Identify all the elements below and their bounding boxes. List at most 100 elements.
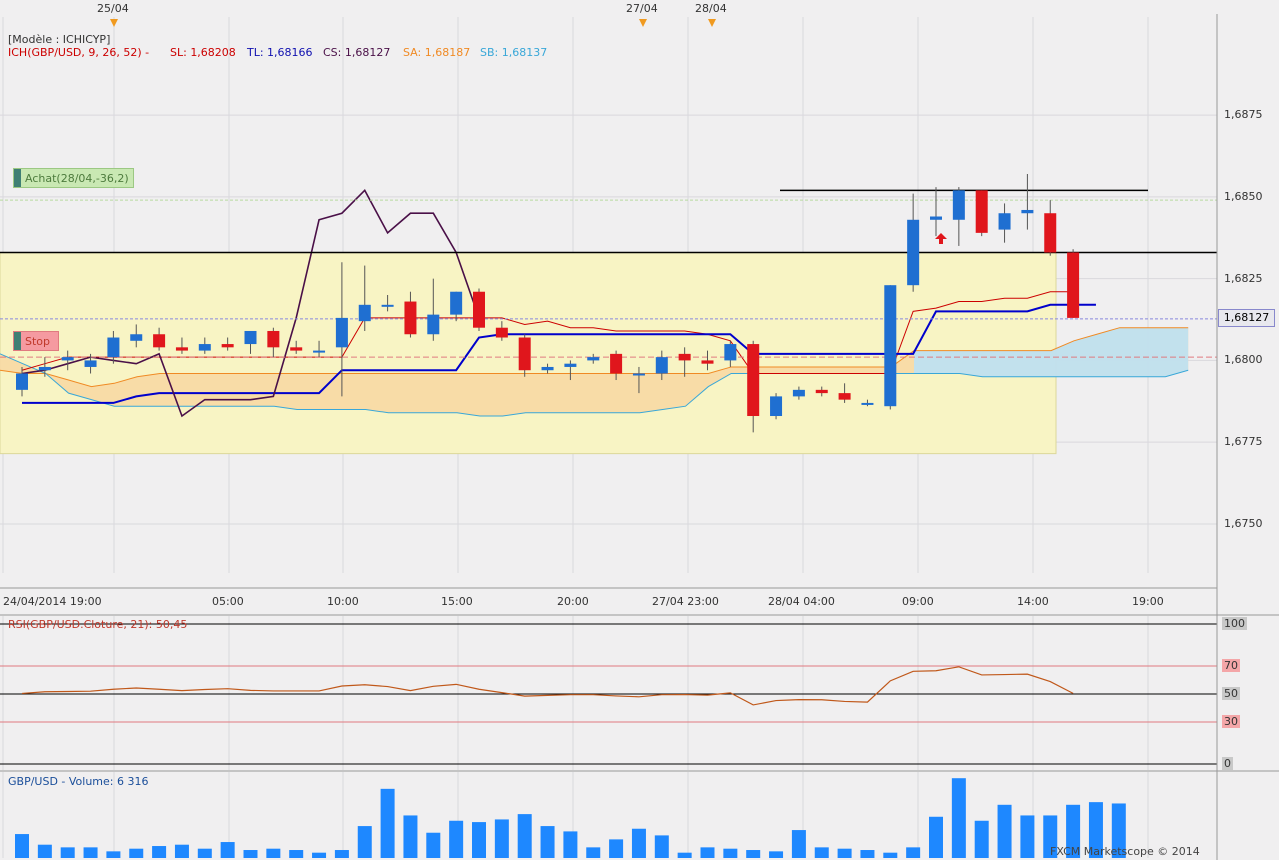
x-tick-label: 10:00 <box>327 595 359 608</box>
volume-bar <box>197 848 212 858</box>
x-tick-label: 14:00 <box>1017 595 1049 608</box>
candle-body <box>518 337 531 371</box>
volume-bar <box>449 820 464 858</box>
volume-bar <box>494 819 509 858</box>
candle-body <box>221 344 234 348</box>
candle-body <box>175 347 188 351</box>
volume-bar <box>700 847 715 858</box>
volume-bar <box>563 831 578 858</box>
volume-bar <box>472 822 486 858</box>
volume-bar <box>906 847 921 858</box>
candle-body <box>313 350 326 353</box>
candle-body <box>655 357 668 374</box>
candle-body <box>587 357 600 361</box>
price-tick-label: 1,6875 <box>1224 108 1263 122</box>
volume-bar <box>814 847 829 858</box>
x-tick-label: 15:00 <box>441 595 473 608</box>
candle-body <box>61 357 74 361</box>
tl-value: TL: 1,68166 <box>247 46 313 59</box>
candle-body <box>907 219 920 286</box>
volume-bar <box>289 850 304 858</box>
candle-body <box>998 213 1011 230</box>
volume-panel-bg <box>0 772 1217 860</box>
volume-bar <box>334 850 349 858</box>
price-tick-label: 1,6775 <box>1224 435 1263 449</box>
achat-marker[interactable]: Achat(28/04,-36,2) <box>13 168 134 188</box>
volume-bar <box>243 850 258 858</box>
candle-body <box>861 402 874 405</box>
candle-body <box>473 291 485 328</box>
candle-body <box>770 396 783 417</box>
volume-bar <box>1020 815 1035 858</box>
candle-body <box>930 216 942 220</box>
candle-body <box>541 366 554 371</box>
volume-bar <box>654 835 669 858</box>
volume-bars <box>15 778 1126 858</box>
volume-bar <box>60 847 75 858</box>
candle-body <box>107 337 120 358</box>
candle-body <box>244 330 257 345</box>
volume-bar <box>609 839 624 858</box>
sl-value: SL: 1,68208 <box>170 46 236 59</box>
stop-label: Stop <box>25 334 51 348</box>
volume-bar <box>860 850 875 858</box>
rsi-series <box>0 623 1217 765</box>
volume-bar <box>129 848 144 858</box>
model-label: [Modèle : ICHICYP] <box>8 33 111 46</box>
volume-bar <box>883 852 898 858</box>
candle-body <box>678 353 691 361</box>
candle-body <box>290 347 303 351</box>
chikou-span-line <box>21 189 480 418</box>
volume-bar <box>380 788 395 858</box>
candle-body <box>335 317 348 348</box>
volume-bar <box>951 778 966 858</box>
x-tick-label: 27/04 23:00 <box>652 595 719 608</box>
marker-handle-icon <box>14 169 21 187</box>
volume-bar <box>677 852 692 858</box>
candle-body <box>450 291 463 315</box>
volume-bar <box>746 850 761 858</box>
axes <box>0 14 1279 860</box>
volume-title: GBP/USD - Volume: 6 316 <box>8 775 149 788</box>
candle-body <box>495 327 508 338</box>
sa-value: SA: 1,68187 <box>403 46 471 59</box>
kijun-sen-line <box>21 291 1074 374</box>
volume-bar <box>106 851 121 858</box>
volume-bar <box>837 848 852 858</box>
top-date-label: 25/04 <box>97 2 129 15</box>
rsi-line <box>21 666 1074 706</box>
rsi-tick-label: 30 <box>1222 715 1240 728</box>
date-marker-icon <box>110 19 118 27</box>
volume-bar <box>174 844 189 858</box>
volume-bar <box>929 816 943 858</box>
sb-value: SB: 1,68137 <box>480 46 548 59</box>
tenkan-sen-line <box>22 303 1096 404</box>
volume-bar <box>723 848 738 858</box>
volume-bar <box>1111 803 1126 858</box>
volume-bar <box>83 847 98 858</box>
x-tick-label: 28/04 04:00 <box>768 595 835 608</box>
volume-bar <box>997 804 1012 858</box>
candle-body <box>815 389 828 394</box>
candle-body <box>792 389 805 397</box>
date-marker-icon <box>639 19 647 27</box>
candle-body <box>427 314 440 335</box>
x-tick-label: 19:00 <box>1132 595 1164 608</box>
achat-label: Achat(28/04,-36,2) <box>25 171 129 185</box>
stop-marker[interactable]: Stop <box>13 331 60 351</box>
candle-body <box>632 373 645 376</box>
cs-value: CS: 1,68127 <box>323 46 391 59</box>
candle-body <box>38 366 51 371</box>
candle-body <box>701 360 714 364</box>
price-tick-label: 1,6750 <box>1224 516 1263 530</box>
candle-body <box>130 334 143 341</box>
date-marker-icon <box>708 19 716 27</box>
volume-bar <box>1043 815 1058 858</box>
ichimoku-cloud <box>0 251 1189 455</box>
volume-bar <box>517 814 532 858</box>
senkou-span-b-line <box>0 353 1189 417</box>
x-tick-label: 24/04/2014 19:00 <box>3 595 102 608</box>
candle-body <box>884 285 897 407</box>
volume-bar <box>220 842 235 858</box>
